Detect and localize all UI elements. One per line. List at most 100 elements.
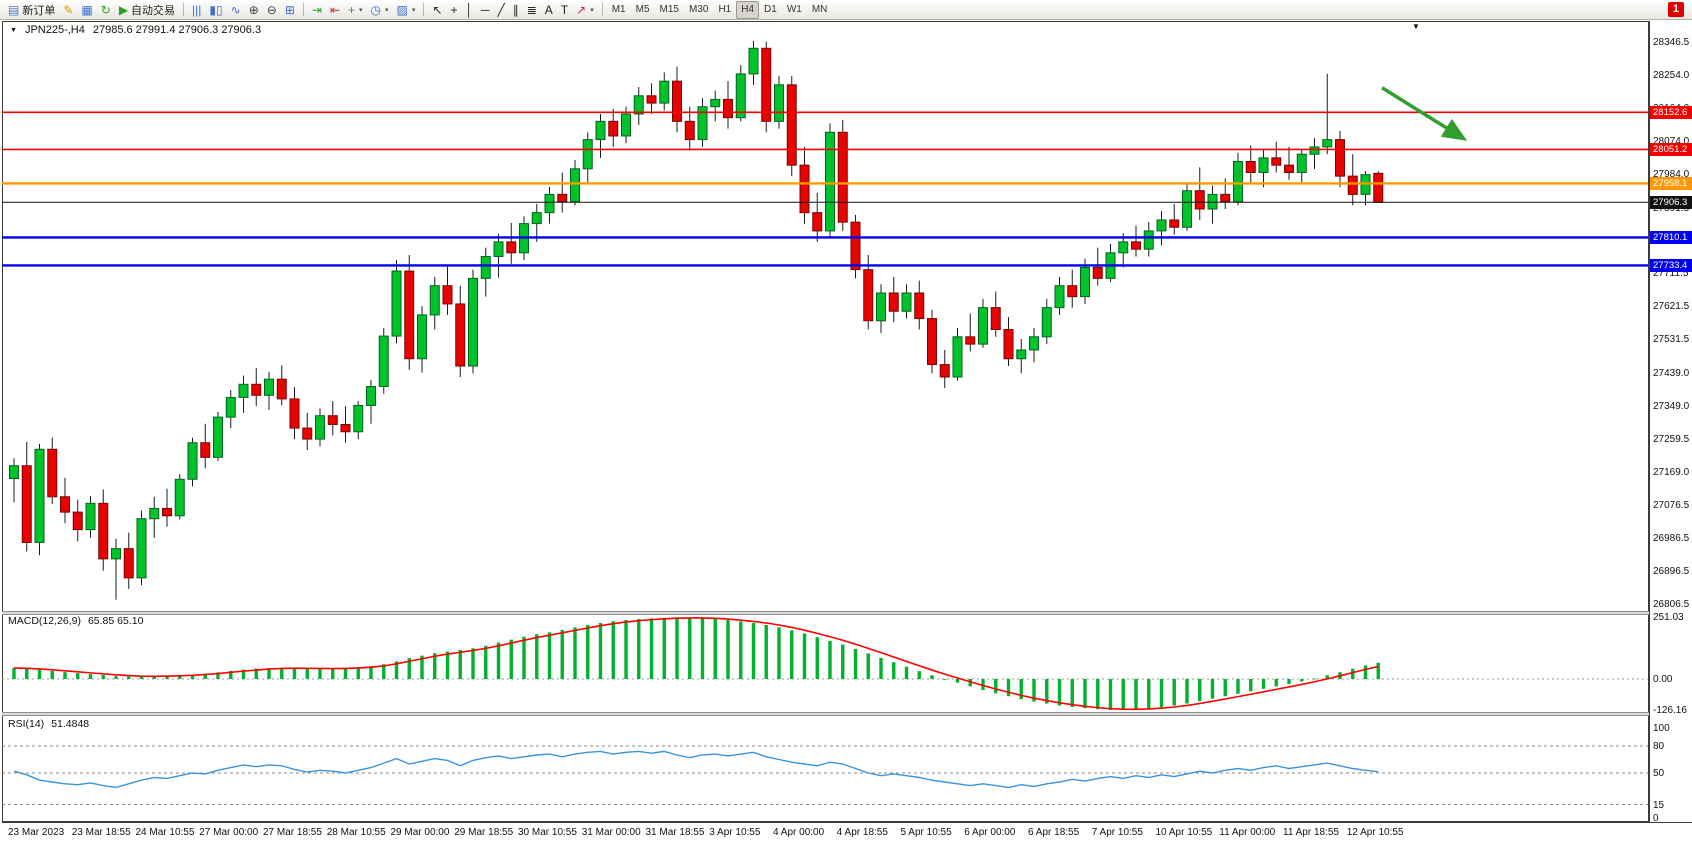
cursor-button[interactable]: ↖ (428, 1, 446, 19)
zoom-out-button[interactable]: ⊖ (263, 1, 281, 19)
candle (1245, 145, 1256, 184)
candle (200, 423, 211, 469)
text-label-icon: T (560, 2, 569, 17)
profiles-button[interactable]: ◷ ▾ (367, 1, 393, 19)
candle (111, 538, 121, 600)
candle (21, 442, 32, 552)
macd-panel-divider[interactable] (2, 611, 1649, 615)
timeframe-m15[interactable]: M15 (659, 4, 679, 15)
autotrading-play-icon: ▶ (118, 2, 129, 17)
horizontal-line-button[interactable]: ─ (477, 1, 494, 19)
timeframe-mn[interactable]: MN (811, 4, 828, 15)
timeframe-m1[interactable]: M1 (611, 4, 626, 15)
candle (174, 474, 185, 520)
chevron-down-icon: ▾ (385, 6, 389, 14)
timeframe-h1[interactable]: H1 (718, 4, 732, 15)
candle (162, 488, 172, 527)
candle (213, 412, 223, 461)
time-tick: 6 Apr 18:55 (1028, 827, 1080, 838)
timeframe-m30[interactable]: M30 (688, 4, 709, 15)
rsi-panel-divider[interactable] (2, 712, 1649, 716)
arrows-button[interactable]: ↗ ▾ (572, 1, 598, 19)
candle (1271, 141, 1282, 173)
arrow-annotation[interactable] (1381, 86, 1468, 141)
vertical-line-button[interactable]: │ (461, 1, 477, 19)
time-tick: 23 Mar 2023 (8, 827, 65, 838)
new-order-button-label: 新订单 (22, 4, 56, 17)
candle (238, 375, 249, 413)
candle (289, 387, 300, 440)
candle (353, 401, 364, 440)
market-watch-button[interactable]: ▦ (77, 1, 96, 19)
candle (557, 172, 568, 213)
autotrading-button-label: 自动交易 (131, 4, 176, 17)
time-tick: 28 Mar 10:55 (326, 827, 386, 838)
candle (85, 496, 96, 538)
new-order-button[interactable]: ▤ 新订单 (4, 1, 59, 19)
rsi-axis-tick: 0 (1653, 813, 1659, 824)
fibonacci-button[interactable]: ≣ (523, 1, 541, 19)
timeframe-h4[interactable]: H4 (736, 0, 760, 19)
chart-candles-button[interactable]: ▮▯ (205, 1, 226, 19)
auto-scroll-icon: ⇥ (311, 2, 322, 17)
vertical-line-icon: │ (465, 2, 473, 17)
profiles-icon: ◷ (370, 2, 382, 17)
candle (863, 255, 874, 330)
rsi-axis-tick: 15 (1653, 799, 1665, 811)
candle (366, 379, 376, 424)
toolbar-separator (423, 3, 425, 16)
chart-shift-button[interactable]: ⇤ (326, 1, 344, 19)
chevron-down-icon: ▾ (590, 6, 594, 14)
candle (391, 260, 402, 344)
trendline-button[interactable]: ╱ (493, 1, 508, 19)
candle (72, 499, 83, 542)
autotrading-button[interactable]: ▶ 自动交易 (115, 1, 179, 19)
notification-badge[interactable]: 1 (1667, 2, 1684, 17)
text-button[interactable]: A (541, 1, 557, 19)
price-tick: 27349.0 (1653, 400, 1690, 412)
candle (1284, 146, 1294, 180)
candle (225, 390, 236, 429)
candle (812, 192, 823, 242)
price-label-badge: 27810.1 (1650, 230, 1692, 244)
channel-button[interactable]: ∥ (509, 1, 523, 19)
timeframe-m5[interactable]: M5 (635, 4, 650, 15)
templates-button[interactable]: ▨ ▾ (393, 1, 420, 19)
zoom-in-button[interactable]: ⊕ (245, 1, 263, 19)
price-tick: 27439.0 (1653, 367, 1690, 379)
tile-windows-button[interactable]: ⊞ (281, 1, 299, 19)
price-axis[interactable]: 28346.528254.028164.028074.027984.027891… (1649, 21, 1692, 824)
time-tick: 6 Apr 00:00 (964, 827, 1016, 838)
price-tick: 27711.5 (1653, 268, 1689, 280)
auto-scroll-button[interactable]: ⇥ (308, 1, 326, 19)
candle (990, 291, 1001, 337)
candle (429, 276, 440, 330)
candle (378, 328, 389, 394)
candle (123, 532, 134, 589)
time-tick: 11 Apr 18:55 (1283, 827, 1339, 838)
macd-axis-tick: 0.00 (1653, 674, 1673, 685)
timeframe-d1[interactable]: D1 (764, 4, 777, 15)
price-tick: 28254.0 (1653, 70, 1690, 82)
time-tick: 4 Apr 18:55 (836, 827, 888, 838)
one-click-trading-toggle[interactable]: ▼ (10, 26, 17, 34)
refresh-button[interactable]: ↻ (97, 1, 115, 19)
chart-bars-button[interactable]: ||| (188, 1, 205, 19)
zoom-out-icon: ⊖ (266, 2, 277, 17)
price-tick: 27259.5 (1653, 433, 1690, 445)
crosshair-button[interactable]: + (446, 1, 461, 19)
text-label-button[interactable]: T (557, 1, 572, 19)
chart-line-button[interactable]: ∿ (227, 1, 245, 19)
macd-label: MACD(12,26,9) 65.85 65.10 (8, 615, 143, 627)
timeframe-w1[interactable]: W1 (786, 4, 802, 15)
time-tick: 10 Apr 10:55 (1155, 827, 1213, 838)
chart-shift-marker[interactable]: ▼ (1412, 22, 1420, 31)
time-axis[interactable]: 23 Mar 2023 23 Mar 18:55 24 Mar 10:55 27 Ma… (2, 822, 1692, 846)
price-tick: 28346.5 (1653, 36, 1690, 48)
metaeditor-button[interactable]: ✎ (59, 1, 77, 19)
chart-canvas[interactable] (0, 0, 1650, 846)
candle (1335, 130, 1345, 188)
new-chart-button[interactable]: + ▾ (344, 1, 367, 19)
macd-axis-tick: 251.03 (1653, 612, 1684, 624)
price-label-badge: 27958.1 (1650, 176, 1692, 190)
